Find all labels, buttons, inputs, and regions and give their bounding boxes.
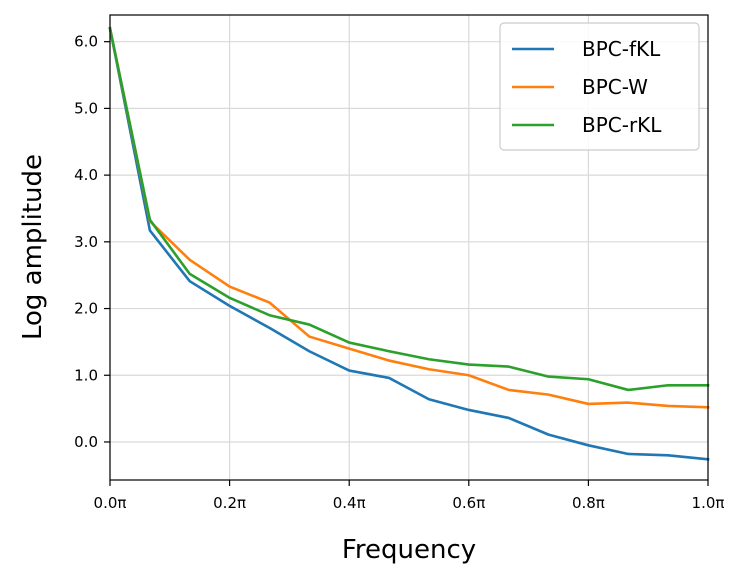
y-tick-label-3: 3.0 — [74, 233, 98, 251]
series-lines — [108, 26, 710, 461]
x-tick-label-5: 1.0π — [692, 494, 725, 512]
series-line-bpc-w — [108, 26, 710, 409]
y-tick-label-0: 0.0 — [74, 433, 98, 451]
y-axis-label: Log amplitude — [18, 154, 48, 340]
y-tick-label-5: 5.0 — [74, 99, 98, 117]
x-tick-label-1: 0.2π — [213, 494, 246, 512]
series-line-bpc-rkl — [108, 26, 710, 392]
x-tick-label-3: 0.6π — [452, 494, 485, 512]
x-tick-label-4: 0.8π — [572, 494, 605, 512]
legend-label-bpc-rkl: BPC-rKL — [582, 113, 662, 137]
plot-frame — [109, 14, 709, 481]
series-line-bpc-fkl — [108, 26, 710, 461]
legend-box — [499, 22, 700, 151]
grid — [109, 15, 709, 480]
legend-label-bpc-fkl: BPC-fKL — [582, 37, 661, 61]
y-tick-label-6: 6.0 — [74, 33, 98, 51]
y-tick-label-1: 1.0 — [74, 366, 98, 384]
y-tick-label-2: 2.0 — [74, 300, 98, 318]
x-tick-label-0: 0.0π — [94, 494, 127, 512]
y-tick-label-4: 4.0 — [74, 166, 98, 184]
x-tick-label-2: 0.4π — [333, 494, 366, 512]
legend-label-bpc-w: BPC-W — [582, 75, 648, 99]
x-axis-label: Frequency — [342, 535, 476, 565]
legend: BPC-fKL BPC-W BPC-rKL — [499, 22, 700, 151]
axis-ticks: 0.0π 0.2π 0.4π 0.6π 0.8π 1.0π 0.0 1.0 2.0 3.0 4.0 5… — [74, 33, 724, 512]
